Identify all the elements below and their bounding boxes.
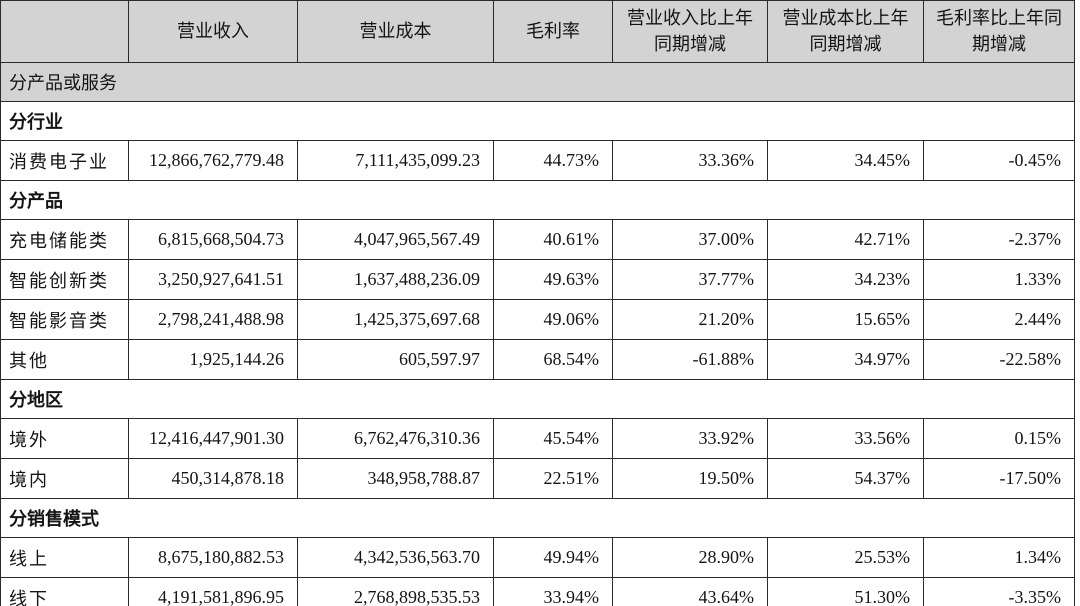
cell-value: 34.97% xyxy=(767,339,924,380)
cell-value: 7,111,435,099.23 xyxy=(297,140,494,181)
cell-value: 0.15% xyxy=(923,418,1075,459)
table-row: 智能影音类 2,798,241,488.98 1,425,375,697.68 49.… xyxy=(0,299,1075,340)
cell-value: 1,425,375,697.68 xyxy=(297,299,494,340)
cell-value: 49.63% xyxy=(493,259,613,300)
table-row: 分地区 xyxy=(0,379,1075,419)
cell-value: 3,250,927,641.51 xyxy=(128,259,298,300)
cell-value: 37.00% xyxy=(612,219,768,260)
row-label: 线上 xyxy=(0,537,129,578)
cell-value: 12,416,447,901.30 xyxy=(128,418,298,459)
table-body: 分产品或服务 分行业 消费电子业 12,866,762,779.48 7,111,435… xyxy=(0,62,1075,606)
cell-value: 605,597.97 xyxy=(297,339,494,380)
cell-value: -61.88% xyxy=(612,339,768,380)
cell-value: 33.56% xyxy=(767,418,924,459)
cell-value: 8,675,180,882.53 xyxy=(128,537,298,578)
cell-value: 54.37% xyxy=(767,458,924,499)
row-label: 境外 xyxy=(0,418,129,459)
section-label: 分产品 xyxy=(0,180,1075,220)
cell-value: 33.92% xyxy=(612,418,768,459)
row-label: 消费电子业 xyxy=(0,140,129,181)
table-row: 分产品或服务 xyxy=(0,62,1075,102)
column-header: 毛利率比上年同期增减 xyxy=(923,0,1075,63)
column-header: 营业收入 xyxy=(128,0,298,63)
cell-value: 68.54% xyxy=(493,339,613,380)
cell-value: 1,925,144.26 xyxy=(128,339,298,380)
cell-value: 1.34% xyxy=(923,537,1075,578)
cell-value: 1.33% xyxy=(923,259,1075,300)
table-row: 分行业 xyxy=(0,101,1075,141)
cell-value: -2.37% xyxy=(923,219,1075,260)
table-row: 其他 1,925,144.26 605,597.97 68.54% -61.88% 34.… xyxy=(0,339,1075,380)
cell-value: 45.54% xyxy=(493,418,613,459)
group-band-label: 分产品或服务 xyxy=(0,62,1075,102)
cell-value: 43.64% xyxy=(612,577,768,606)
table-row: 分产品 xyxy=(0,180,1075,220)
table-header-row: 营业收入 营业成本 毛利率 营业收入比上年同期增减 营业成本比上年同期增减 毛利率比上年同… xyxy=(0,0,1075,63)
cell-value: -3.35% xyxy=(923,577,1075,606)
cell-value: 25.53% xyxy=(767,537,924,578)
table-row: 充电储能类 6,815,668,504.73 4,047,965,567.49 40.… xyxy=(0,219,1075,260)
table-row: 消费电子业 12,866,762,779.48 7,111,435,099.23 44… xyxy=(0,140,1075,181)
cell-value: 1,637,488,236.09 xyxy=(297,259,494,300)
cell-value: -22.58% xyxy=(923,339,1075,380)
section-label: 分销售模式 xyxy=(0,498,1075,538)
cell-value: 33.94% xyxy=(493,577,613,606)
cell-value: 44.73% xyxy=(493,140,613,181)
table-row: 境外 12,416,447,901.30 6,762,476,310.36 45.54… xyxy=(0,418,1075,459)
row-label: 智能创新类 xyxy=(0,259,129,300)
cell-value: 450,314,878.18 xyxy=(128,458,298,499)
column-header: 毛利率 xyxy=(493,0,613,63)
cell-value: 2.44% xyxy=(923,299,1075,340)
cell-value: 51.30% xyxy=(767,577,924,606)
table-row: 线上 8,675,180,882.53 4,342,536,563.70 49.94%… xyxy=(0,537,1075,578)
table-row: 分销售模式 xyxy=(0,498,1075,538)
cell-value: 49.06% xyxy=(493,299,613,340)
cell-value: 28.90% xyxy=(612,537,768,578)
row-label: 线下 xyxy=(0,577,129,606)
cell-value: 19.50% xyxy=(612,458,768,499)
cell-value: -17.50% xyxy=(923,458,1075,499)
cell-value: 34.23% xyxy=(767,259,924,300)
column-header: 营业成本 xyxy=(297,0,494,63)
table-row: 线下 4,191,581,896.95 2,768,898,535.53 33.94%… xyxy=(0,577,1075,606)
cell-value: 37.77% xyxy=(612,259,768,300)
cell-value: 33.36% xyxy=(612,140,768,181)
cell-value: 15.65% xyxy=(767,299,924,340)
cell-value: 4,342,536,563.70 xyxy=(297,537,494,578)
cell-value: 4,191,581,896.95 xyxy=(128,577,298,606)
cell-value: -0.45% xyxy=(923,140,1075,181)
row-label: 智能影音类 xyxy=(0,299,129,340)
cell-value: 40.61% xyxy=(493,219,613,260)
row-label: 其他 xyxy=(0,339,129,380)
table-row: 智能创新类 3,250,927,641.51 1,637,488,236.09 49.… xyxy=(0,259,1075,300)
cell-value: 12,866,762,779.48 xyxy=(128,140,298,181)
row-label: 境内 xyxy=(0,458,129,499)
cell-value: 34.45% xyxy=(767,140,924,181)
cell-value: 21.20% xyxy=(612,299,768,340)
cell-value: 49.94% xyxy=(493,537,613,578)
cell-value: 2,768,898,535.53 xyxy=(297,577,494,606)
section-label: 分行业 xyxy=(0,101,1075,141)
cell-value: 2,798,241,488.98 xyxy=(128,299,298,340)
cell-value: 42.71% xyxy=(767,219,924,260)
cell-value: 6,762,476,310.36 xyxy=(297,418,494,459)
row-label: 充电储能类 xyxy=(0,219,129,260)
cell-value: 22.51% xyxy=(493,458,613,499)
cell-value: 4,047,965,567.49 xyxy=(297,219,494,260)
column-header: 营业收入比上年同期增减 xyxy=(612,0,768,63)
table-row: 境内 450,314,878.18 348,958,788.87 22.51% 19.5… xyxy=(0,458,1075,499)
cell-value: 348,958,788.87 xyxy=(297,458,494,499)
cell-value: 6,815,668,504.73 xyxy=(128,219,298,260)
column-header: 营业成本比上年同期增减 xyxy=(767,0,924,63)
section-label: 分地区 xyxy=(0,379,1075,419)
column-header-empty xyxy=(0,0,129,63)
